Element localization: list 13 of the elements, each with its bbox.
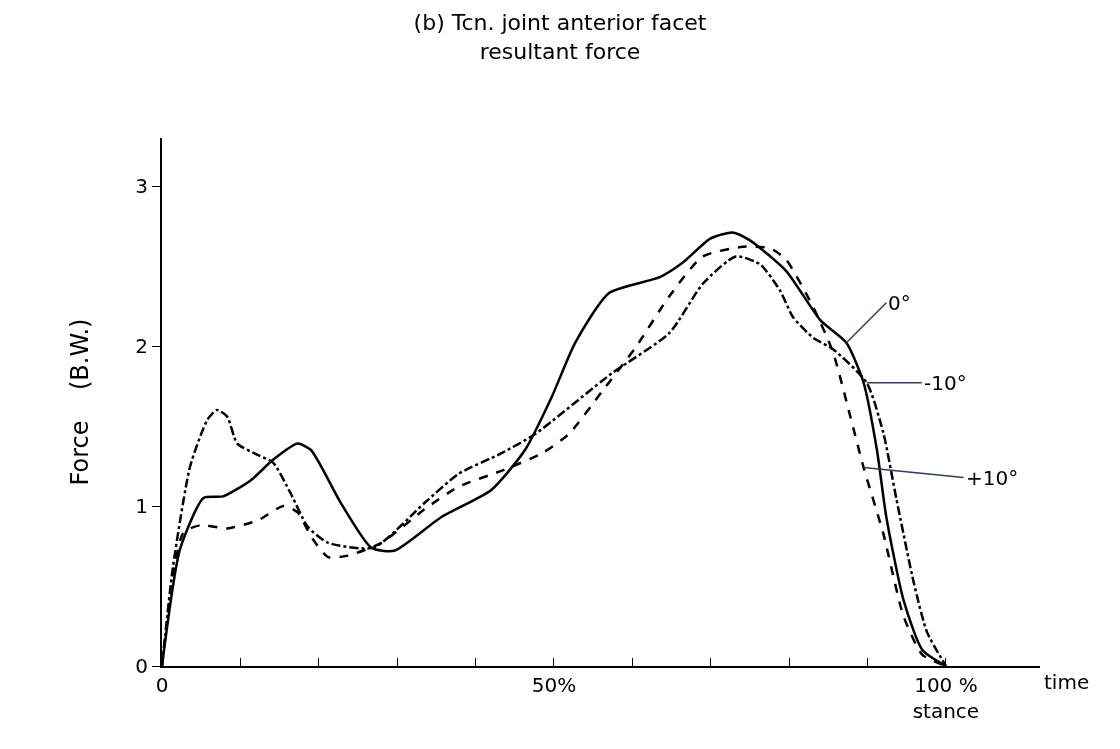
x-axis-title: time <box>1044 670 1090 694</box>
y-tick-label: 3 <box>135 174 148 198</box>
x-tick-label: 100 % stance <box>912 673 980 723</box>
x-tick-label: 50% <box>531 673 577 697</box>
y-tick-label: 2 <box>135 334 148 358</box>
text: +10° <box>966 466 1019 490</box>
y-axis-title: Force (B.W.) <box>65 318 94 486</box>
x-tick-label: 0 <box>155 673 169 697</box>
y-tick-label: 1 <box>135 494 148 518</box>
y-tick-label: 0 <box>135 654 148 678</box>
chart-title: (b) Tcn. joint anterior facet resultant force <box>413 10 707 64</box>
text: -10° <box>924 371 967 395</box>
text: 0° <box>888 291 911 315</box>
